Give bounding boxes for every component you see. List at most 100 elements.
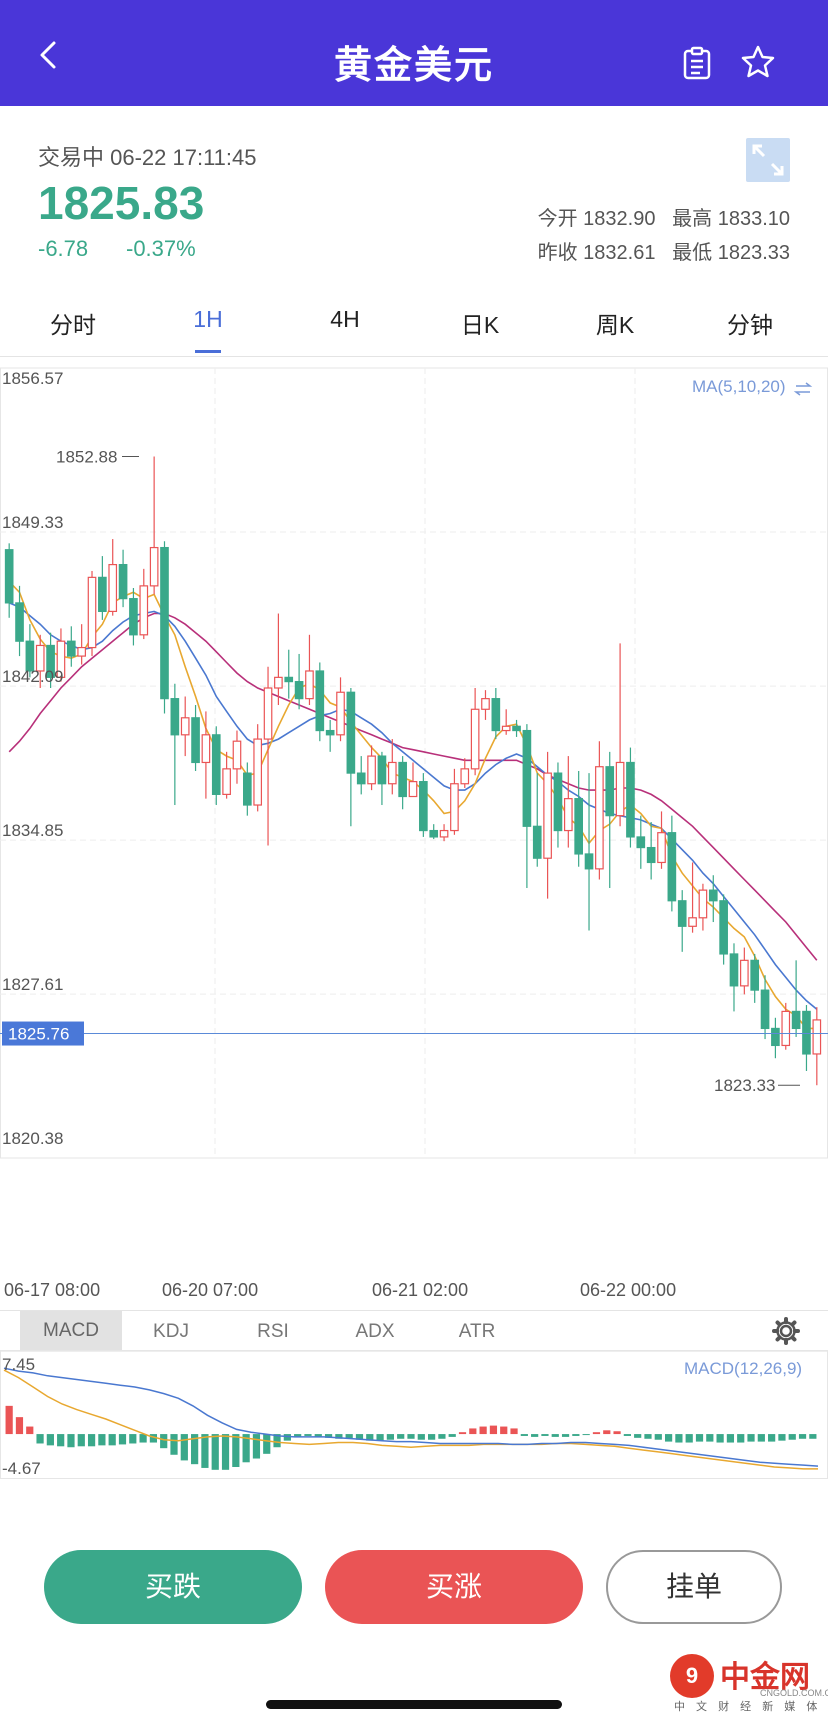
stats-row-2: 昨收 1832.61 最低 1823.33: [538, 236, 790, 265]
candle-up: [781, 1010, 791, 1047]
candlestick-chart[interactable]: 1825.76 1856.57 1849.33 1842.09 1834.85 1827.…: [0, 358, 828, 1308]
y-tick-label: 1827.61: [2, 975, 63, 994]
candle: [15, 585, 24, 657]
macd-bar: [407, 1434, 415, 1439]
page-title: 黄金美元: [333, 45, 494, 87]
candle: [460, 758, 470, 788]
tab-kdj[interactable]: KDJ: [153, 1321, 189, 1342]
macd-chart: 7.45 -4.67 MACD(12,26,9): [0, 1350, 828, 1479]
tab-rsi[interactable]: RSI: [257, 1321, 289, 1342]
tab-adx[interactable]: ADX: [355, 1321, 395, 1342]
candle-down: [605, 766, 615, 817]
clipboard-icon[interactable]: [682, 46, 712, 80]
candle: [191, 705, 200, 771]
candle: [771, 1017, 780, 1059]
macd-bar: [500, 1426, 508, 1435]
candle: [77, 624, 86, 665]
macd-bar: [15, 1417, 24, 1435]
open-value: 1832.90: [583, 208, 656, 230]
candle: [791, 960, 801, 1037]
tab-macd[interactable]: MACD: [20, 1311, 122, 1351]
candle-down: [553, 772, 563, 832]
tab-timeshare[interactable]: 分时: [50, 312, 96, 338]
period-tabs: 分时 1H 4H 日K 周K 分钟: [0, 286, 828, 357]
macd-bar: [664, 1434, 673, 1442]
candle: [615, 643, 625, 827]
fullscreen-button[interactable]: [746, 138, 790, 182]
candle: [305, 634, 314, 706]
x-tick-label: 06-17 08:00: [4, 1280, 100, 1300]
macd-bar: [355, 1434, 364, 1440]
macd-bar: [242, 1434, 250, 1463]
macd-bar: [603, 1430, 611, 1435]
candle: [553, 762, 563, 848]
candle: [46, 632, 55, 688]
macd-bar: [541, 1434, 549, 1436]
ma10-line: [8, 602, 818, 1010]
open-label: 今开: [537, 208, 578, 230]
candle-down: [771, 1027, 780, 1047]
tab-atr[interactable]: ATR: [458, 1321, 496, 1342]
candle: [118, 549, 128, 608]
candle-up: [87, 576, 97, 649]
candle: [274, 613, 283, 706]
macd-legend: MACD(12,26,9): [684, 1359, 802, 1378]
candle-up: [56, 640, 66, 678]
candle: [419, 773, 428, 837]
candle: [657, 811, 666, 869]
tab-1h[interactable]: 1H: [193, 306, 223, 332]
macd-bar: [592, 1432, 601, 1435]
candle-up: [35, 644, 45, 672]
macd-bar: [489, 1425, 498, 1435]
macd-bar: [654, 1434, 662, 1440]
macd-bar: [108, 1434, 116, 1446]
candle-up: [253, 738, 263, 806]
macd-bar: [510, 1428, 518, 1435]
macd-bar: [458, 1432, 467, 1435]
candle-up: [408, 781, 418, 798]
high-label: 最高: [672, 208, 713, 230]
last-price: 1825.83: [38, 177, 205, 229]
price-change-pct: -0.37%: [126, 236, 196, 261]
macd-bar: [572, 1434, 580, 1436]
y-tick-label: 1849.33: [2, 513, 63, 532]
macd-y-top: 7.45: [2, 1355, 35, 1374]
buy-up-button[interactable]: 买涨: [325, 1550, 583, 1624]
candle: [108, 539, 118, 616]
expand-icon: [752, 144, 784, 176]
candle: [325, 719, 335, 752]
candle-down: [512, 725, 521, 732]
low-marker-label: 1823.33: [714, 1076, 775, 1095]
quote-panel: 交易中 06-22 17:11:45 1825.83 -6.78 -0.37% …: [0, 106, 828, 286]
macd-bar: [273, 1434, 281, 1448]
candle: [688, 862, 697, 933]
macd-bar: [211, 1434, 219, 1470]
star-icon[interactable]: [740, 44, 776, 80]
tab-weekly[interactable]: 周K: [595, 312, 635, 338]
candle: [129, 588, 138, 646]
pending-order-button[interactable]: 挂单: [606, 1550, 782, 1624]
macd-bar: [788, 1434, 796, 1440]
tab-4h[interactable]: 4H: [330, 306, 360, 332]
macd-bar: [706, 1434, 714, 1442]
candle-down: [66, 640, 76, 657]
gear-icon[interactable]: [772, 1317, 800, 1345]
candle-up: [180, 717, 190, 736]
chevron-left-icon[interactable]: [34, 40, 64, 70]
candle-down: [346, 691, 356, 774]
macd-y-bottom: -4.67: [2, 1459, 41, 1478]
candle: [336, 677, 345, 742]
y-tick-label: 1842.09: [2, 667, 63, 686]
candle-down: [284, 676, 294, 683]
macd-bar: [479, 1426, 487, 1435]
candle-down: [243, 772, 252, 806]
buy-down-button[interactable]: 买跌: [44, 1550, 302, 1624]
candle-down: [574, 798, 583, 855]
tab-daily[interactable]: 日K: [460, 312, 500, 338]
prev-close-value: 1832.61: [583, 242, 656, 264]
tab-minute[interactable]: 分钟: [727, 312, 773, 338]
candle-up: [305, 670, 314, 700]
candle: [729, 943, 739, 1012]
macd-bar: [87, 1434, 96, 1447]
macd-bar: [294, 1434, 302, 1437]
